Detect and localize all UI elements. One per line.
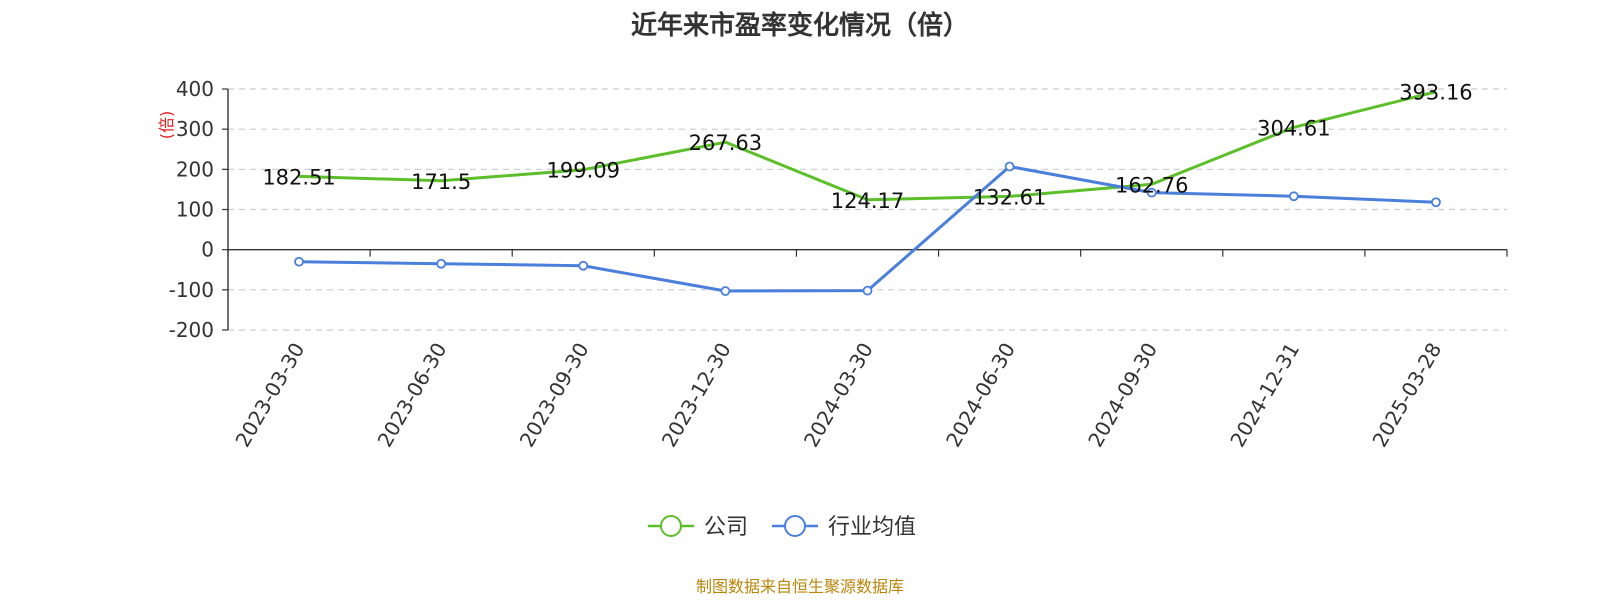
data-labels: 182.51 171.5 199.09 267.63 124.17 132.61 162.7… xyxy=(262,81,1472,213)
data-label: 267.63 xyxy=(689,131,762,155)
data-point[interactable] xyxy=(720,286,731,296)
y-tick-label: 200 xyxy=(176,157,214,181)
data-label: 162.76 xyxy=(1115,173,1188,197)
data-point[interactable] xyxy=(1288,191,1299,202)
source-note: 制图数据来自恒生聚源数据库 xyxy=(696,577,904,596)
data-point[interactable] xyxy=(1004,161,1015,172)
x-tick-label: 2024-09-30 xyxy=(1083,339,1162,452)
data-label: 393.16 xyxy=(1399,81,1472,105)
data-label: 132.61 xyxy=(973,185,1046,209)
data-point[interactable] xyxy=(1431,197,1441,208)
y-tick-label: -100 xyxy=(169,278,214,302)
y-tick-label: 0 xyxy=(201,238,214,262)
legend[interactable]: 公司 行业均值 xyxy=(648,515,916,540)
data-label: 124.17 xyxy=(831,189,904,213)
y-tick-label: 300 xyxy=(176,117,214,141)
legend-circle-icon xyxy=(660,515,682,537)
x-tick-label: 2024-12-31 xyxy=(1225,339,1304,452)
chart-title: 近年来市盈率变化情况（倍） xyxy=(631,10,969,41)
series-lines xyxy=(294,90,1441,296)
data-label: 304.61 xyxy=(1257,116,1330,140)
y-tick-label: 400 xyxy=(176,77,214,101)
legend-item-company[interactable]: 公司 xyxy=(648,515,748,540)
legend-circle-icon xyxy=(784,515,806,537)
data-point[interactable] xyxy=(862,285,873,296)
x-tick-label: 2023-09-30 xyxy=(515,339,594,452)
x-tick-label: 2023-03-30 xyxy=(230,339,309,452)
x-tick-label: 2023-12-30 xyxy=(657,339,736,452)
data-label: 182.51 xyxy=(262,165,335,189)
y-axis-label: (倍) xyxy=(157,111,176,140)
data-label: 199.09 xyxy=(547,159,620,183)
x-tick-label: 2024-03-30 xyxy=(799,339,878,452)
data-point[interactable] xyxy=(294,256,304,267)
data-point[interactable] xyxy=(578,260,589,271)
x-tick-label: 2023-06-30 xyxy=(373,338,452,451)
legend-item-industry-avg[interactable]: 行业均值 xyxy=(772,515,916,540)
x-tick-label: 2024-06-30 xyxy=(941,339,1020,452)
data-point[interactable] xyxy=(436,258,447,269)
data-point[interactable] xyxy=(1146,187,1157,198)
legend-label: 行业均值 xyxy=(828,515,916,540)
series-line-company xyxy=(299,90,1437,202)
y-tick-label: 100 xyxy=(176,198,214,222)
y-tick-label: -200 xyxy=(169,318,214,342)
x-tick-label: 2025-03-28 xyxy=(1367,339,1446,452)
legend-label: 公司 xyxy=(704,515,748,540)
data-label: 171.5 xyxy=(411,170,471,194)
